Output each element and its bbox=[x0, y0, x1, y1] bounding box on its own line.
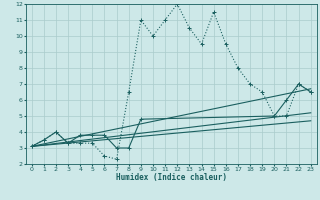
X-axis label: Humidex (Indice chaleur): Humidex (Indice chaleur) bbox=[116, 173, 227, 182]
